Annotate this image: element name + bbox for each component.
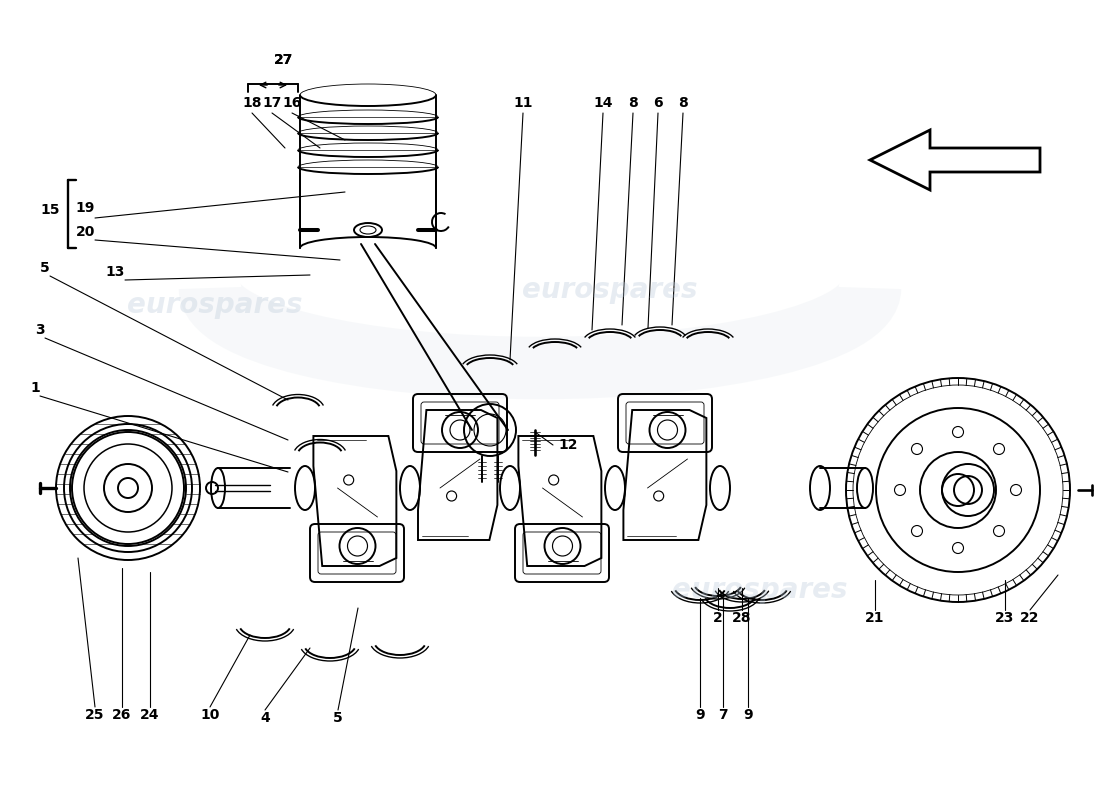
Text: 6: 6 bbox=[653, 96, 663, 110]
Text: 24: 24 bbox=[141, 708, 160, 722]
Text: 12: 12 bbox=[558, 438, 578, 452]
Text: 10: 10 bbox=[200, 708, 220, 722]
Text: 8: 8 bbox=[678, 96, 688, 110]
Text: 22: 22 bbox=[1021, 611, 1040, 625]
Text: 25: 25 bbox=[86, 708, 104, 722]
Text: eurospares: eurospares bbox=[128, 291, 303, 319]
Text: 5: 5 bbox=[41, 261, 50, 275]
Text: 9: 9 bbox=[744, 708, 752, 722]
Text: 21: 21 bbox=[866, 611, 884, 625]
Text: 26: 26 bbox=[112, 708, 132, 722]
Text: 13: 13 bbox=[106, 265, 125, 279]
Text: 8: 8 bbox=[628, 96, 638, 110]
Text: 3: 3 bbox=[35, 323, 45, 337]
Text: 11: 11 bbox=[514, 96, 532, 110]
Text: 20: 20 bbox=[76, 225, 95, 239]
Text: eurospares: eurospares bbox=[522, 276, 697, 304]
Text: 18: 18 bbox=[242, 96, 262, 110]
Text: 15: 15 bbox=[41, 203, 60, 217]
Text: 9: 9 bbox=[695, 708, 705, 722]
Text: 1: 1 bbox=[31, 381, 40, 395]
Text: 27: 27 bbox=[274, 53, 294, 67]
Text: 19: 19 bbox=[76, 201, 95, 215]
Text: 7: 7 bbox=[718, 708, 728, 722]
Text: 23: 23 bbox=[996, 611, 1014, 625]
Text: 27: 27 bbox=[274, 53, 294, 67]
Text: 28: 28 bbox=[733, 611, 751, 625]
Text: eurospares: eurospares bbox=[672, 576, 848, 604]
Text: 2: 2 bbox=[713, 611, 723, 625]
Text: 16: 16 bbox=[283, 96, 301, 110]
Text: 14: 14 bbox=[593, 96, 613, 110]
Text: 4: 4 bbox=[260, 711, 270, 725]
Text: 17: 17 bbox=[262, 96, 282, 110]
Text: 5: 5 bbox=[333, 711, 343, 725]
